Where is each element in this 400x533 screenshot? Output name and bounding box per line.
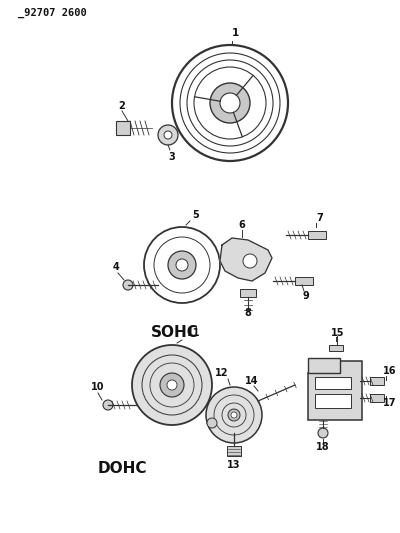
- Text: _92707 2600: _92707 2600: [18, 8, 87, 18]
- Text: 4: 4: [113, 262, 119, 272]
- Text: 18: 18: [316, 442, 330, 452]
- Text: DOHC: DOHC: [98, 461, 148, 476]
- Text: 15: 15: [331, 328, 345, 338]
- Circle shape: [168, 251, 196, 279]
- Bar: [308, 231, 326, 239]
- Bar: [116, 121, 130, 135]
- Bar: [329, 345, 343, 351]
- Text: 1: 1: [231, 28, 239, 38]
- Circle shape: [318, 428, 328, 438]
- Text: 6: 6: [239, 220, 245, 230]
- Circle shape: [167, 380, 177, 390]
- Bar: [370, 377, 384, 385]
- Text: 7: 7: [317, 213, 323, 223]
- Polygon shape: [308, 358, 340, 373]
- Circle shape: [132, 345, 212, 425]
- Polygon shape: [308, 361, 362, 420]
- Text: 3: 3: [169, 152, 175, 162]
- Bar: [370, 394, 384, 402]
- Text: 2: 2: [119, 101, 125, 111]
- Circle shape: [158, 125, 178, 145]
- Bar: [315, 377, 351, 389]
- Circle shape: [207, 418, 217, 428]
- Bar: [227, 446, 241, 456]
- Circle shape: [231, 412, 237, 418]
- Text: 14: 14: [245, 376, 259, 386]
- Circle shape: [160, 373, 184, 397]
- Circle shape: [228, 409, 240, 421]
- Text: SOHC: SOHC: [151, 325, 199, 340]
- Text: 13: 13: [227, 460, 241, 470]
- Circle shape: [206, 387, 262, 443]
- Bar: [315, 394, 351, 408]
- Text: 12: 12: [215, 368, 229, 378]
- Circle shape: [123, 280, 133, 290]
- Text: 11: 11: [187, 328, 201, 338]
- Circle shape: [243, 254, 257, 268]
- Circle shape: [164, 131, 172, 139]
- Text: 16: 16: [383, 366, 397, 376]
- Circle shape: [176, 259, 188, 271]
- Polygon shape: [220, 238, 272, 281]
- Circle shape: [220, 93, 240, 113]
- Circle shape: [103, 400, 113, 410]
- Text: 17: 17: [383, 398, 397, 408]
- Text: 8: 8: [244, 308, 252, 318]
- Text: 10: 10: [91, 382, 105, 392]
- Circle shape: [210, 83, 250, 123]
- Bar: [240, 289, 256, 297]
- Text: 9: 9: [303, 291, 309, 301]
- Bar: [295, 277, 313, 285]
- Text: 5: 5: [193, 210, 199, 220]
